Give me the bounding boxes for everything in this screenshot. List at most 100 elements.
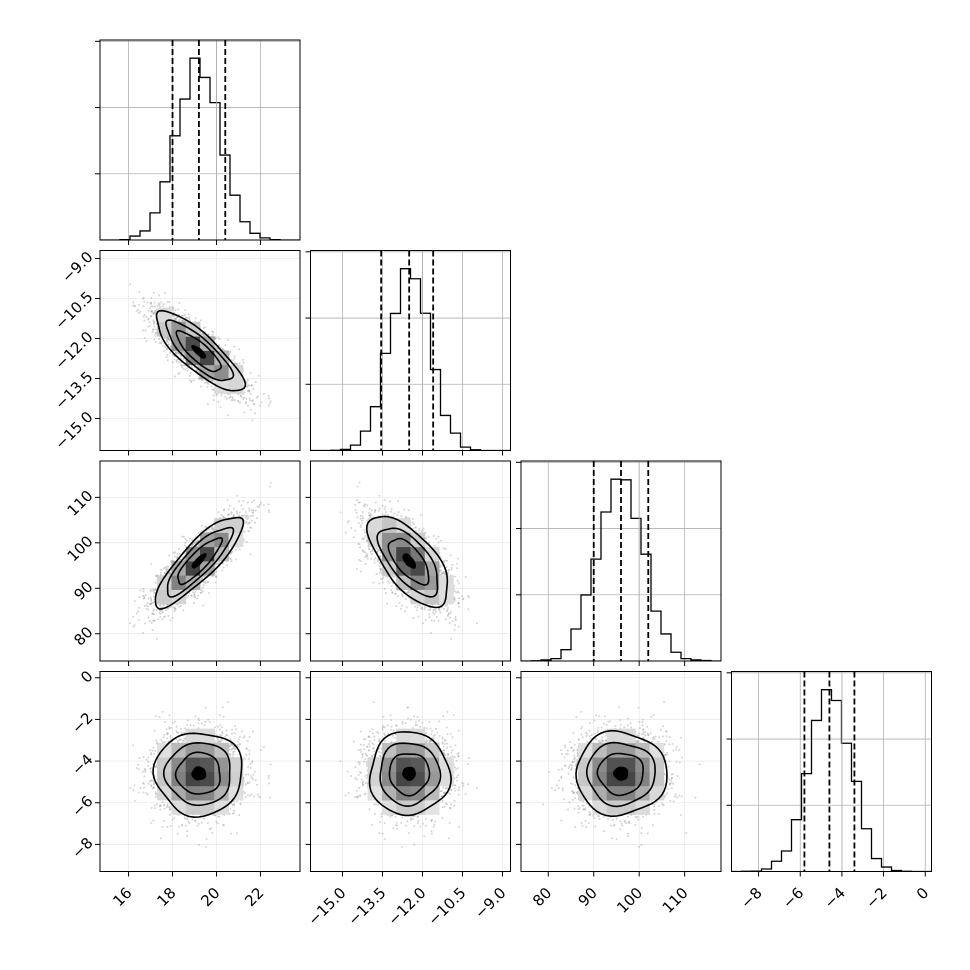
sample-point bbox=[160, 340, 163, 343]
sample-point bbox=[219, 406, 222, 409]
sample-point bbox=[207, 403, 210, 406]
sample-point bbox=[150, 602, 153, 605]
sample-point bbox=[173, 358, 176, 361]
sample-point bbox=[267, 394, 270, 397]
sample-point bbox=[182, 350, 185, 353]
sample-point bbox=[214, 337, 217, 340]
sample-point bbox=[237, 400, 240, 403]
sample-point bbox=[242, 515, 245, 518]
sample-point bbox=[172, 606, 175, 609]
sample-point bbox=[197, 365, 200, 368]
sample-point bbox=[165, 356, 168, 359]
sample-point bbox=[245, 380, 248, 383]
sample-point bbox=[165, 565, 168, 568]
panel-frame bbox=[99, 250, 301, 451]
sample-point bbox=[256, 396, 259, 399]
y-tick-label: −10.5 bbox=[51, 288, 96, 333]
sample-point bbox=[154, 310, 157, 313]
sample-point bbox=[268, 402, 271, 405]
sample-point bbox=[171, 307, 174, 310]
sample-point bbox=[148, 307, 151, 310]
sample-point bbox=[250, 384, 253, 387]
sample-point bbox=[153, 338, 156, 341]
sample-point bbox=[154, 331, 157, 334]
sample-point bbox=[132, 301, 135, 304]
sample-point bbox=[204, 526, 207, 529]
sample-point bbox=[158, 611, 161, 614]
sample-point bbox=[226, 414, 229, 417]
sample-point bbox=[202, 584, 205, 587]
sample-point bbox=[206, 581, 209, 584]
sample-point bbox=[166, 300, 169, 303]
sample-point bbox=[221, 348, 224, 351]
sample-point bbox=[200, 578, 203, 581]
sample-point bbox=[150, 297, 153, 300]
panel-frame bbox=[99, 39, 301, 241]
sample-point bbox=[204, 326, 207, 329]
sample-point bbox=[211, 526, 214, 529]
sample-point bbox=[181, 319, 184, 322]
sample-point bbox=[241, 514, 244, 517]
sample-point bbox=[248, 390, 251, 393]
sample-point bbox=[268, 397, 271, 400]
sample-point bbox=[198, 376, 201, 379]
sample-point bbox=[153, 325, 156, 328]
sample-point bbox=[201, 576, 204, 579]
sample-point bbox=[249, 393, 252, 396]
sample-point bbox=[229, 351, 232, 354]
sample-point bbox=[179, 318, 182, 321]
sample-point bbox=[164, 566, 167, 569]
sample-point bbox=[177, 548, 180, 551]
sample-point bbox=[153, 309, 156, 312]
sample-point bbox=[166, 337, 169, 340]
sample-point bbox=[152, 588, 155, 591]
sample-point bbox=[194, 541, 197, 544]
panel-frame bbox=[310, 250, 511, 451]
sample-point bbox=[146, 301, 149, 304]
sample-point bbox=[154, 332, 157, 335]
sample-point bbox=[174, 608, 177, 611]
sample-point bbox=[217, 511, 220, 514]
sample-point bbox=[186, 317, 189, 320]
sample-point bbox=[155, 328, 158, 331]
sample-point bbox=[201, 333, 204, 336]
sample-point bbox=[172, 315, 175, 318]
sample-point bbox=[144, 594, 147, 597]
sample-point bbox=[172, 309, 175, 312]
sample-point bbox=[162, 603, 165, 606]
sample-point bbox=[174, 317, 177, 320]
sample-point bbox=[173, 551, 176, 554]
sample-point bbox=[184, 541, 187, 544]
sample-point bbox=[161, 305, 164, 308]
sample-point bbox=[152, 590, 155, 593]
sample-point bbox=[159, 342, 162, 345]
sample-point bbox=[143, 300, 146, 303]
sample-point bbox=[214, 581, 217, 584]
sample-point bbox=[232, 514, 235, 517]
sample-point bbox=[163, 346, 166, 349]
sample-point bbox=[135, 309, 138, 312]
sample-point bbox=[217, 400, 220, 403]
sample-point bbox=[222, 566, 225, 569]
sample-point bbox=[149, 599, 152, 602]
sample-point bbox=[152, 319, 155, 322]
sample-point bbox=[147, 317, 150, 320]
sample-point bbox=[181, 314, 184, 317]
sample-point bbox=[150, 310, 153, 313]
sample-point bbox=[178, 605, 181, 608]
sample-point bbox=[173, 375, 176, 378]
sample-point bbox=[135, 612, 138, 615]
sample-point bbox=[188, 379, 191, 382]
sample-point bbox=[149, 602, 152, 605]
sample-point bbox=[227, 508, 230, 511]
sample-point bbox=[129, 283, 132, 286]
sample-point bbox=[239, 394, 242, 397]
sample-point bbox=[240, 396, 243, 399]
sample-point bbox=[142, 631, 145, 634]
sample-point bbox=[229, 350, 232, 353]
sample-point bbox=[139, 310, 142, 313]
sample-point bbox=[158, 303, 161, 306]
sample-point bbox=[247, 529, 250, 532]
sample-point bbox=[151, 305, 154, 308]
sample-point bbox=[188, 537, 191, 540]
